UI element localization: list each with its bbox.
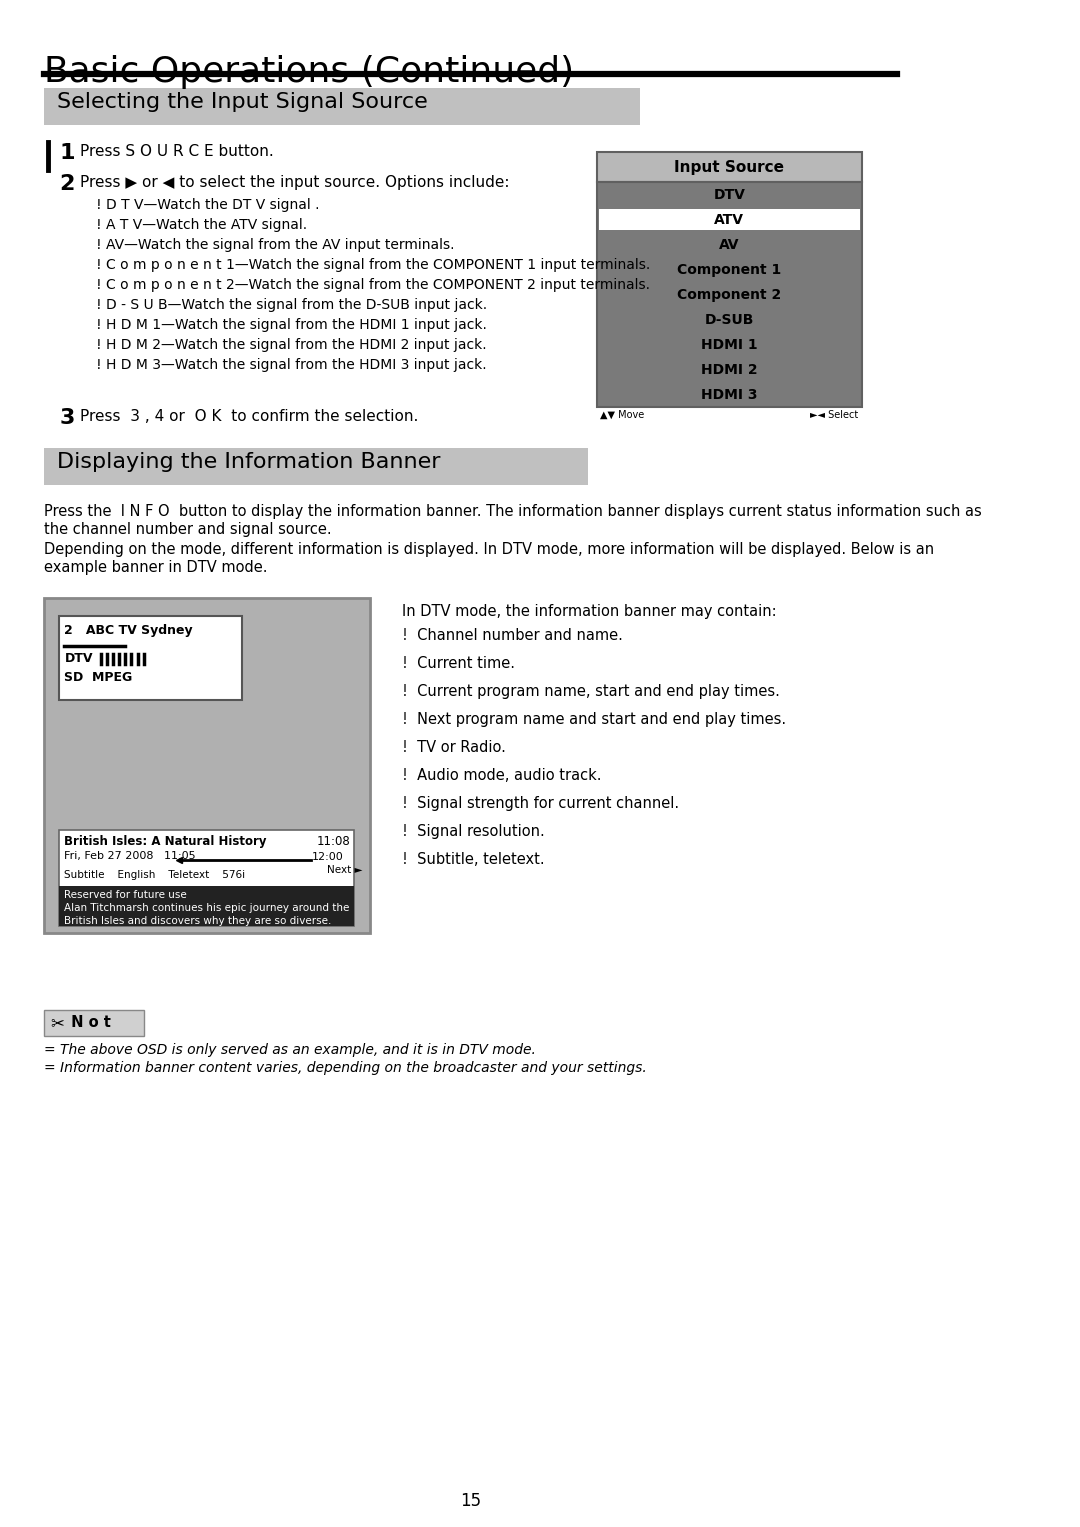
Text: ✂: ✂: [51, 1014, 65, 1032]
Text: Reserved for future use: Reserved for future use: [64, 890, 187, 899]
Text: British Isles: A Natural History: British Isles: A Natural History: [64, 835, 266, 847]
Text: Press the  I N F O  button to display the information banner. The information ba: Press the I N F O button to display the …: [43, 504, 982, 519]
Text: ! A T V—Watch the ATV signal.: ! A T V—Watch the ATV signal.: [96, 218, 307, 232]
Bar: [43, 599, 370, 933]
Text: 15: 15: [460, 1492, 481, 1510]
Bar: [43, 1009, 144, 1035]
Text: Basic Operations (Continued): Basic Operations (Continued): [43, 55, 573, 89]
Text: In DTV mode, the information banner may contain:: In DTV mode, the information banner may …: [403, 605, 777, 618]
Text: ATV: ATV: [714, 212, 744, 228]
Text: ! H D M 3—Watch the signal from the HDMI 3 input jack.: ! H D M 3—Watch the signal from the HDMI…: [96, 357, 486, 373]
Text: !  Current program name, start and end play times.: ! Current program name, start and end pl…: [403, 684, 780, 699]
Text: N o t: N o t: [66, 1015, 111, 1031]
Bar: [59, 886, 354, 925]
Text: example banner in DTV mode.: example banner in DTV mode.: [43, 560, 267, 576]
Text: Press S O U R C E button.: Press S O U R C E button.: [80, 144, 274, 159]
Text: Selecting the Input Signal Source: Selecting the Input Signal Source: [56, 92, 428, 111]
Text: ►◄ Select: ►◄ Select: [810, 411, 859, 420]
Text: ! H D M 2—Watch the signal from the HDMI 2 input jack.: ! H D M 2—Watch the signal from the HDMI…: [96, 337, 486, 353]
Text: = Information banner content varies, depending on the broadcaster and your setti: = Information banner content varies, dep…: [43, 1061, 646, 1075]
Text: 2: 2: [59, 174, 75, 194]
Text: AV: AV: [719, 238, 740, 252]
Text: 2   ABC TV Sydney: 2 ABC TV Sydney: [65, 625, 193, 637]
Bar: [596, 182, 862, 408]
Text: SD  MPEG: SD MPEG: [65, 670, 133, 684]
Text: HDMI 3: HDMI 3: [701, 388, 757, 402]
Text: = The above OSD is only served as an example, and it is in DTV mode.: = The above OSD is only served as an exa…: [43, 1043, 536, 1057]
Text: 11:08: 11:08: [316, 835, 350, 847]
Text: Subtitle    English    Teletext    576i: Subtitle English Teletext 576i: [64, 870, 245, 880]
Text: !  TV or Radio.: ! TV or Radio.: [403, 741, 507, 754]
Text: Press ▶ or ◀ to select the input source. Options include:: Press ▶ or ◀ to select the input source.…: [80, 176, 510, 189]
Text: Next ►: Next ►: [326, 864, 362, 875]
Bar: [599, 209, 860, 231]
Text: DTV: DTV: [714, 188, 745, 202]
Text: !  Next program name and start and end play times.: ! Next program name and start and end pl…: [403, 712, 786, 727]
Text: Input Source: Input Source: [674, 160, 784, 176]
Bar: [43, 89, 640, 125]
Text: !  Subtitle, teletext.: ! Subtitle, teletext.: [403, 852, 545, 867]
Text: DTV: DTV: [65, 652, 93, 664]
Bar: [59, 831, 354, 925]
Text: 12:00: 12:00: [312, 852, 343, 863]
Text: ! H D M 1—Watch the signal from the HDMI 1 input jack.: ! H D M 1—Watch the signal from the HDMI…: [96, 318, 487, 331]
Text: HDMI 1: HDMI 1: [701, 337, 758, 353]
Text: ! C o m p o n e n t 2—Watch the signal from the COMPONENT 2 input terminals.: ! C o m p o n e n t 2—Watch the signal f…: [96, 278, 650, 292]
Text: 3: 3: [59, 408, 75, 428]
Text: ! C o m p o n e n t 1—Watch the signal from the COMPONENT 1 input terminals.: ! C o m p o n e n t 1—Watch the signal f…: [96, 258, 650, 272]
Text: Displaying the Information Banner: Displaying the Information Banner: [56, 452, 441, 472]
Bar: [59, 615, 242, 699]
Text: !  Signal resolution.: ! Signal resolution.: [403, 825, 545, 838]
Text: Alan Titchmarsh continues his epic journey around the: Alan Titchmarsh continues his epic journ…: [64, 902, 349, 913]
Text: 1: 1: [59, 144, 75, 163]
Text: !  Channel number and name.: ! Channel number and name.: [403, 628, 623, 643]
Text: ! AV—Watch the signal from the AV input terminals.: ! AV—Watch the signal from the AV input …: [96, 238, 455, 252]
Text: British Isles and discovers why they are so diverse.: British Isles and discovers why they are…: [64, 916, 330, 925]
Text: !  Signal strength for current channel.: ! Signal strength for current channel.: [403, 796, 679, 811]
Text: ▲▼ Move: ▲▼ Move: [600, 411, 645, 420]
Text: D-SUB: D-SUB: [704, 313, 754, 327]
Text: Component 1: Component 1: [677, 263, 782, 276]
Text: Component 2: Component 2: [677, 289, 782, 302]
Text: !  Audio mode, audio track.: ! Audio mode, audio track.: [403, 768, 602, 783]
Text: ! D - S U B—Watch the signal from the D-SUB input jack.: ! D - S U B—Watch the signal from the D-…: [96, 298, 487, 312]
Text: Fri, Feb 27 2008   11:05: Fri, Feb 27 2008 11:05: [64, 851, 195, 861]
Text: !  Current time.: ! Current time.: [403, 657, 515, 670]
Bar: [596, 153, 862, 182]
Text: HDMI 2: HDMI 2: [701, 363, 758, 377]
Text: the channel number and signal source.: the channel number and signal source.: [43, 522, 332, 538]
Text: Depending on the mode, different information is displayed. In DTV mode, more inf: Depending on the mode, different informa…: [43, 542, 934, 557]
Bar: [43, 447, 588, 486]
Text: Press  3 , 4 or  O K  to confirm the selection.: Press 3 , 4 or O K to confirm the select…: [80, 409, 418, 425]
Text: ! D T V—Watch the DT V signal .: ! D T V—Watch the DT V signal .: [96, 199, 320, 212]
